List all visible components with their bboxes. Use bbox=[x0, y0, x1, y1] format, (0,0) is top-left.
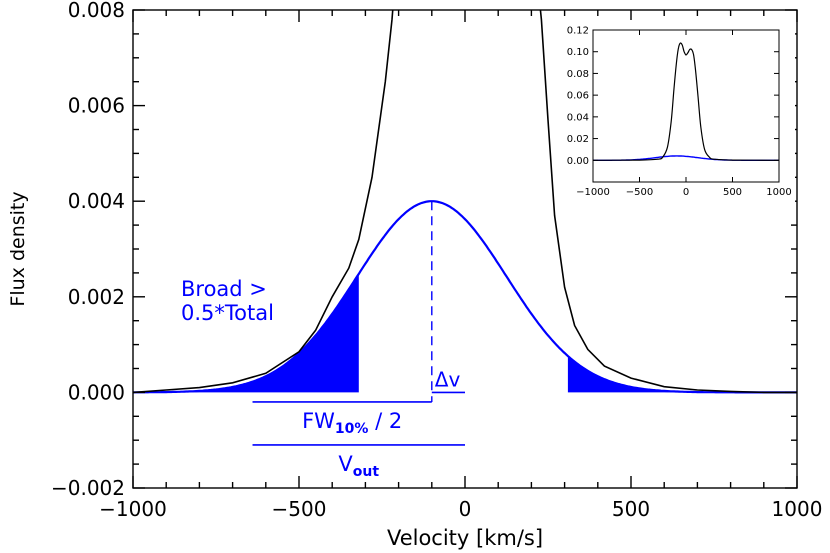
vout-label-main: V bbox=[338, 452, 353, 476]
shaded-region-2 bbox=[567, 356, 797, 393]
fw-label-main: FW bbox=[302, 409, 335, 433]
inset-x-tick-label: −500 bbox=[626, 187, 653, 198]
fw-label: FW10% / 2 bbox=[302, 409, 402, 437]
annotations: Broad >0.5*Total Δv FW10% / 2 Vout bbox=[181, 201, 465, 480]
inset-x-tick-label: −1000 bbox=[576, 187, 610, 198]
inset-y-tick-label: 0.02 bbox=[567, 134, 589, 145]
vout-label-sub: out bbox=[353, 464, 380, 480]
broad-component-line bbox=[133, 200, 797, 394]
inset-background bbox=[559, 20, 795, 202]
x-tick-label: 0 bbox=[459, 497, 472, 521]
inset-x-ticks: −1000 −500 0 500 1000 bbox=[576, 30, 792, 198]
x-tick-label: 1000 bbox=[772, 497, 823, 521]
inset-y-tick-label: 0.04 bbox=[567, 112, 589, 123]
broad-label-line1: Broad > bbox=[181, 277, 267, 301]
y-tick-label: 0.002 bbox=[68, 285, 125, 309]
x-axis-ticks: −1000 −500 0 500 1000 bbox=[99, 10, 822, 521]
inset-plot: −1000 −500 0 500 1000 0.000.020.040.060.080.… bbox=[559, 20, 795, 202]
x-tick-label: 500 bbox=[612, 497, 650, 521]
fw-label-suffix: / 2 bbox=[368, 409, 402, 433]
delta-v-label: Δv bbox=[435, 367, 461, 391]
inset-x-tick-label: 0 bbox=[683, 187, 689, 198]
x-tick-label: −500 bbox=[272, 497, 327, 521]
shaded-region-1 bbox=[133, 273, 359, 393]
inset-y-tick-label: 0.06 bbox=[567, 91, 589, 102]
inset-x-tick-label: 1000 bbox=[766, 187, 791, 198]
total-profile-line bbox=[133, 10, 797, 394]
inset-y-tick-label: 0.00 bbox=[567, 156, 589, 167]
x-axis-label: Velocity [km/s] bbox=[387, 526, 543, 550]
vout-label: Vout bbox=[338, 452, 379, 480]
inset-total-line bbox=[592, 42, 780, 161]
broad-label-line2: 0.5*Total bbox=[181, 301, 274, 325]
y-axis-label: Flux density bbox=[7, 191, 29, 306]
inset-y-tick-label: 0.12 bbox=[567, 26, 589, 37]
fw-label-sub: 10% bbox=[335, 421, 369, 437]
y-tick-label: 0.008 bbox=[68, 0, 125, 22]
inset-y-ticks: 0.00 0.02 0.04 0.06 0.08 0.10 0.12 bbox=[567, 26, 779, 167]
inset-y-tick-label: 0.08 bbox=[567, 69, 589, 80]
y-tick-label: 0.000 bbox=[68, 380, 125, 404]
x-tick-label: −1000 bbox=[99, 497, 167, 521]
y-tick-label: 0.004 bbox=[68, 189, 125, 213]
y-tick-label: 0.006 bbox=[68, 94, 125, 118]
inset-y-tick-label: 0.10 bbox=[567, 47, 589, 58]
shaded-regions bbox=[133, 273, 797, 393]
y-tick-label: −0.002 bbox=[51, 476, 125, 500]
inset-x-tick-label: 500 bbox=[723, 187, 742, 198]
